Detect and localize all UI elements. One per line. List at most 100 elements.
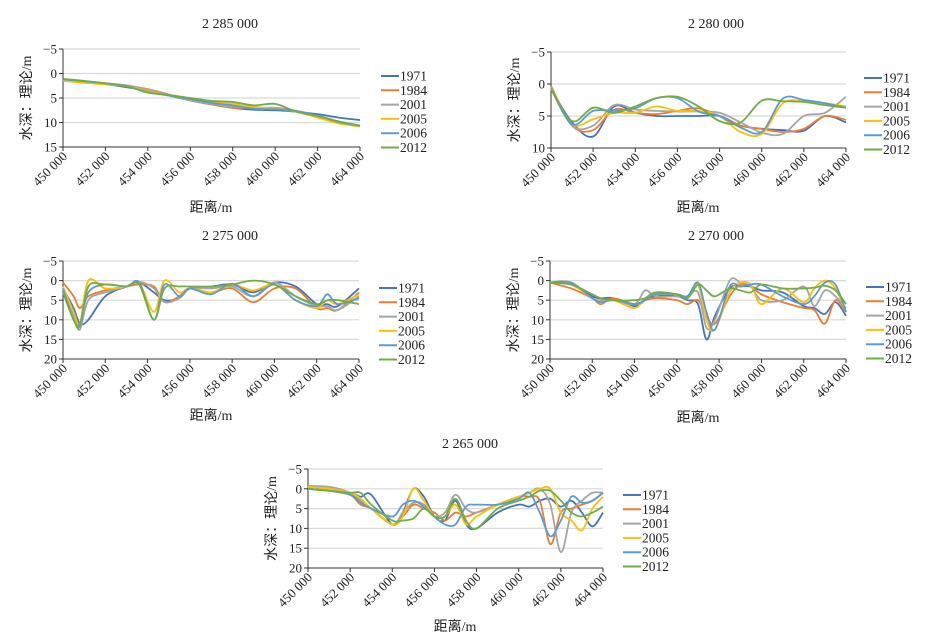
x-tick-label: 450 000 xyxy=(30,149,70,189)
y-tick-label: 10 xyxy=(289,521,302,536)
x-tick-label: 458 000 xyxy=(199,149,239,189)
x-tick-label: 462 000 xyxy=(770,150,810,190)
y-tick-label: 10 xyxy=(531,312,544,327)
y-tick-label: −5 xyxy=(43,254,57,269)
x-tick-label: 464 000 xyxy=(813,150,853,190)
x-axis-label: 距离/m xyxy=(677,409,720,426)
y-tick-label: 20 xyxy=(289,561,302,576)
x-tick-label: 464 000 xyxy=(326,361,366,401)
legend-label: 2012 xyxy=(642,559,669,574)
y-tick-label: 0 xyxy=(538,273,545,288)
x-tick-label: 450 000 xyxy=(518,150,558,190)
x-tick-label: 450 000 xyxy=(275,570,315,610)
legend-label: 2001 xyxy=(642,516,669,531)
legend-label: 2006 xyxy=(398,338,425,353)
y-tick-label: 10 xyxy=(44,115,57,130)
x-axis-label: 距离/m xyxy=(190,199,233,216)
x-tick-label: 452 000 xyxy=(559,361,599,401)
y-tick-label: 5 xyxy=(539,109,546,124)
legend-label: 1984 xyxy=(885,294,912,309)
y-tick-label: −5 xyxy=(288,462,302,477)
legend-label: 1971 xyxy=(883,71,910,86)
legend-label: 2005 xyxy=(400,111,427,126)
x-tick-label: 458 000 xyxy=(686,150,726,190)
legend-label: 2005 xyxy=(642,530,669,545)
chart-title: 2 275 000 xyxy=(202,229,258,244)
series-line-2012 xyxy=(307,487,604,530)
x-axis-label: 距离/m xyxy=(434,618,477,635)
series-line-2006 xyxy=(62,279,360,327)
y-tick-label: 10 xyxy=(532,141,545,156)
y-tick-label: 5 xyxy=(51,91,58,106)
legend-label: 2005 xyxy=(885,322,912,337)
y-axis-label: 水深：理论/m xyxy=(506,268,522,353)
series-line-2006 xyxy=(62,78,361,127)
series-line-2006 xyxy=(307,487,604,538)
y-tick-label: 0 xyxy=(539,77,546,92)
x-tick-label: 454 000 xyxy=(602,150,642,190)
y-tick-label: 0 xyxy=(51,66,58,81)
x-tick-label: 460 000 xyxy=(485,570,525,610)
legend-label: 2006 xyxy=(883,128,910,143)
y-tick-label: 0 xyxy=(296,481,303,496)
y-axis-label: 水深：理论/m xyxy=(507,58,523,143)
y-tick-label: −5 xyxy=(530,254,544,269)
x-tick-label: 456 000 xyxy=(401,570,441,610)
x-tick-label: 464 000 xyxy=(570,570,610,610)
legend-label: 2001 xyxy=(883,99,910,114)
y-tick-label: 15 xyxy=(289,541,302,556)
x-tick-label: 456 000 xyxy=(157,149,197,189)
legend-label: 2012 xyxy=(400,140,427,155)
y-tick-label: 15 xyxy=(531,332,544,347)
legend-label: 2005 xyxy=(398,323,425,338)
x-tick-label: 454 000 xyxy=(359,570,399,610)
series-line-1971 xyxy=(550,88,847,138)
x-tick-label: 460 000 xyxy=(728,361,768,401)
legend-label: 2005 xyxy=(883,113,910,128)
x-tick-label: 454 000 xyxy=(114,149,154,189)
y-tick-label: 5 xyxy=(538,293,545,308)
x-tick-label: 458 000 xyxy=(686,361,726,401)
chart-title: 2 285 000 xyxy=(202,17,258,32)
x-tick-label: 464 000 xyxy=(813,361,853,401)
x-tick-label: 450 000 xyxy=(30,361,70,401)
legend-label: 1971 xyxy=(885,280,912,295)
series-line-1984 xyxy=(550,85,847,133)
series-line-2005 xyxy=(62,278,360,326)
x-tick-label: 458 000 xyxy=(443,570,483,610)
x-tick-label: 462 000 xyxy=(770,361,810,401)
x-tick-label: 462 000 xyxy=(284,149,324,189)
chart-title: 2 280 000 xyxy=(688,17,744,32)
series-line-1971 xyxy=(549,281,847,341)
y-tick-label: 20 xyxy=(531,352,544,367)
x-tick-label: 462 000 xyxy=(527,570,567,610)
x-tick-label: 450 000 xyxy=(517,361,557,401)
x-tick-label: 460 000 xyxy=(728,150,768,190)
x-tick-label: 456 000 xyxy=(643,361,683,401)
y-axis-label: 水深：理论/m xyxy=(19,268,35,353)
legend-label: 1984 xyxy=(642,502,669,517)
chart-title: 2 265 000 xyxy=(442,437,498,452)
x-tick-label: 452 000 xyxy=(317,570,357,610)
y-tick-label: 0 xyxy=(51,273,58,288)
legend-label: 2006 xyxy=(400,126,427,141)
legend-label: 2012 xyxy=(885,351,912,366)
series-line-2012 xyxy=(62,279,360,329)
x-tick-label: 460 000 xyxy=(241,361,281,401)
x-tick-label: 454 000 xyxy=(601,361,641,401)
y-tick-label: 10 xyxy=(44,312,57,327)
legend-label: 2006 xyxy=(642,545,669,560)
y-tick-label: 15 xyxy=(44,332,57,347)
legend-label: 2001 xyxy=(885,308,912,323)
y-tick-label: −5 xyxy=(43,42,57,57)
legend-label: 1971 xyxy=(400,69,427,84)
series-line-1971 xyxy=(307,487,604,531)
x-axis-label: 距离/m xyxy=(677,199,720,216)
legend-label: 1971 xyxy=(642,488,669,503)
y-axis-label: 水深：理论/m xyxy=(19,56,35,141)
y-tick-label: 20 xyxy=(44,352,57,367)
